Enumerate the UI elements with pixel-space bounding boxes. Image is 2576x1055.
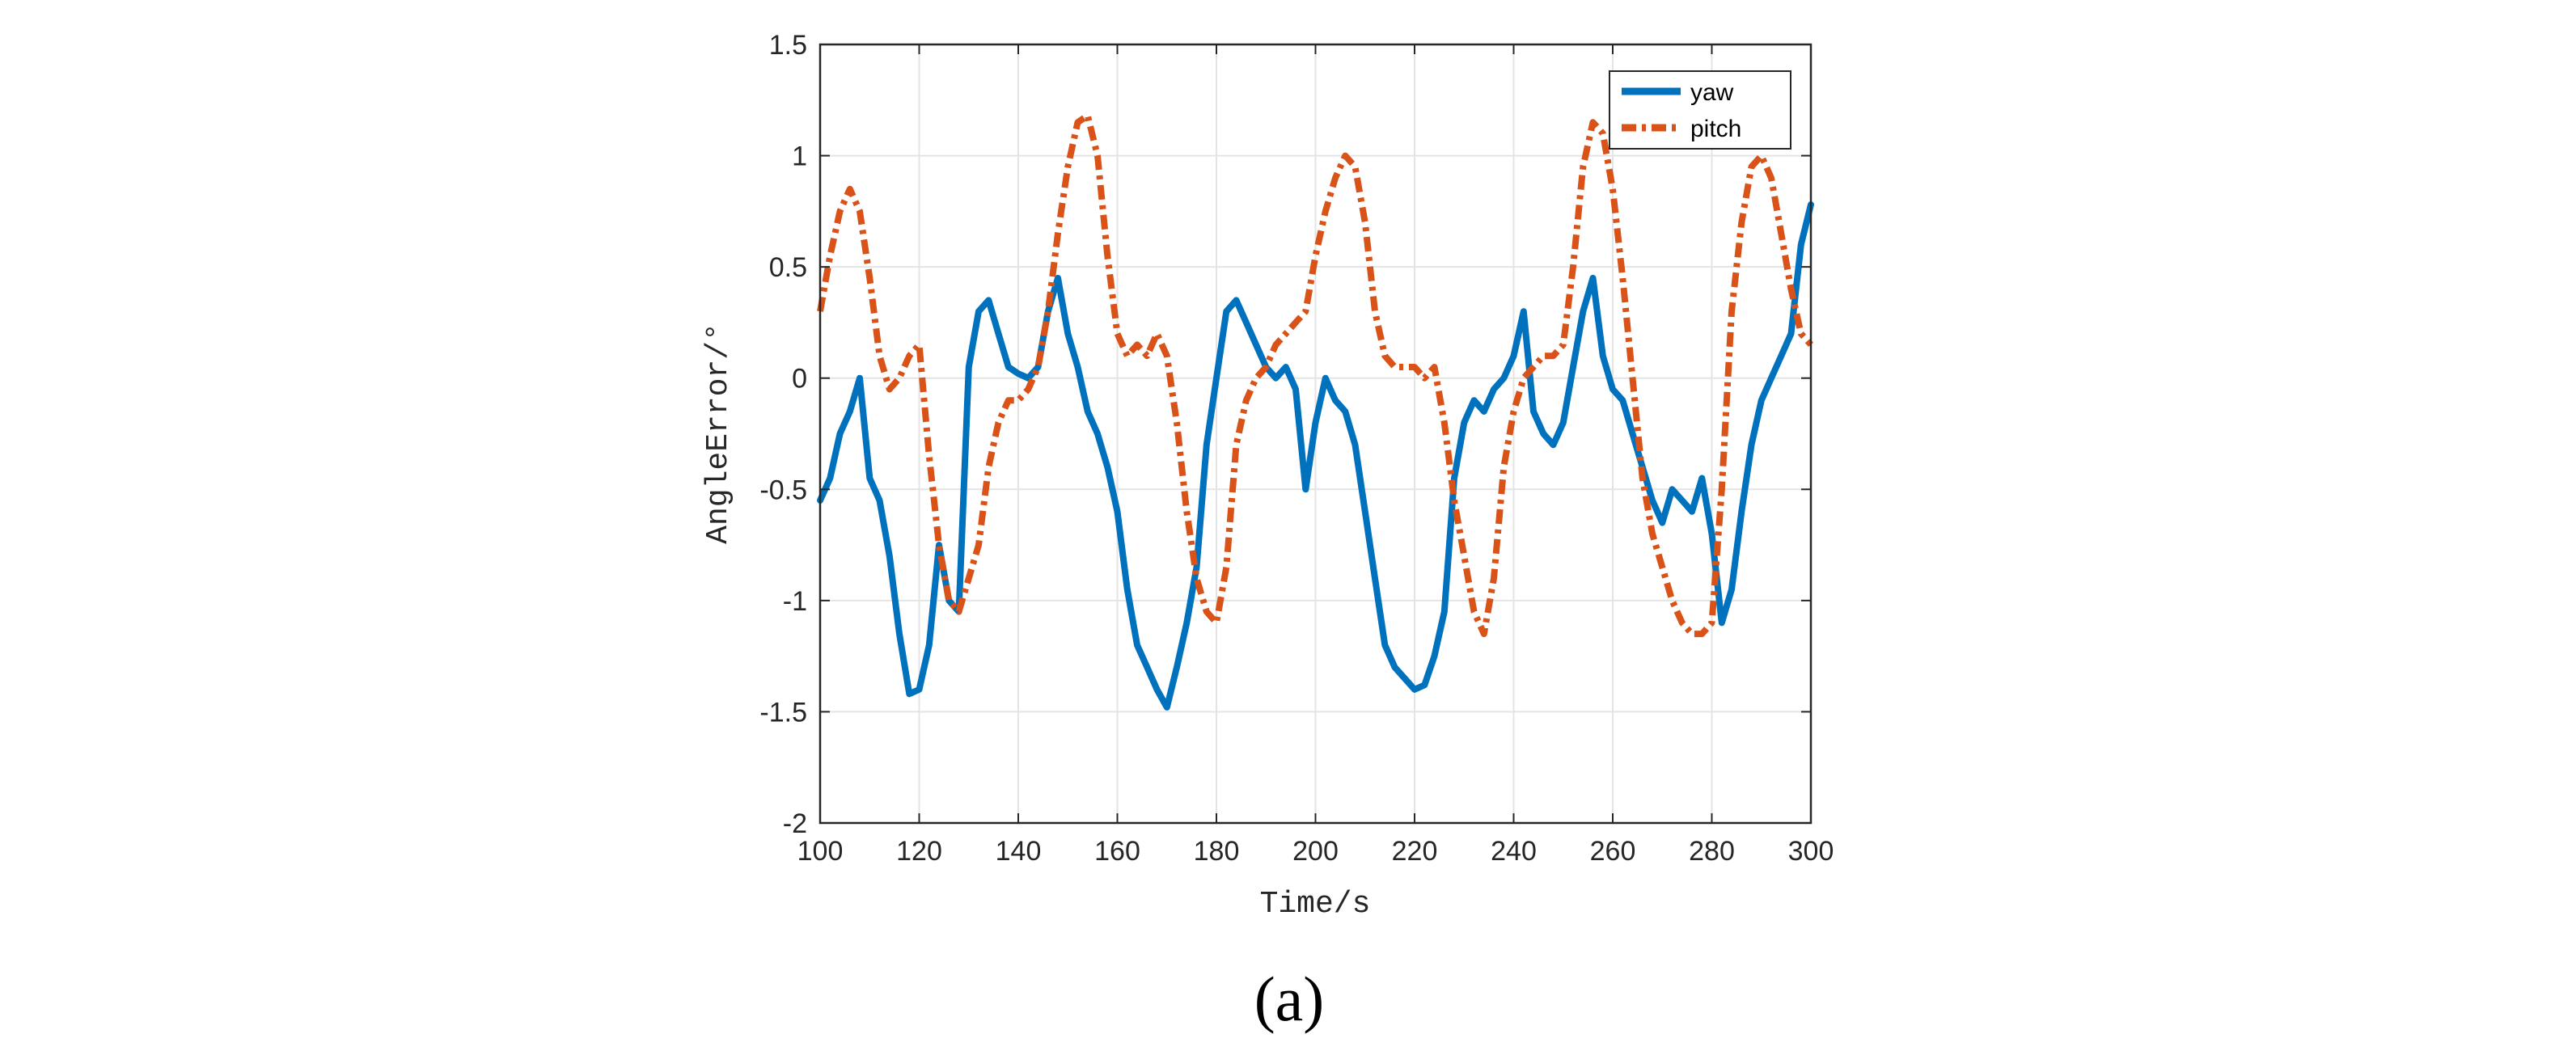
y-tick-label: -2 [783,808,807,839]
tick-labels: 100 120 140 160 180 200 220 240 260 280 300 -2 -1.5 -… [759,30,1834,867]
y-axis-label: AngleError/° [701,323,736,544]
legend-box [1609,70,1791,150]
legend: yaw pitch [1609,70,1791,150]
legend-label-yaw: yaw [1690,79,1734,106]
y-tick-label: -0.5 [759,475,807,505]
x-tick-label: 200 [1292,836,1339,867]
x-tick-label: 100 [797,836,844,867]
x-tick-label: 160 [1094,836,1140,867]
plot-area: 100 120 140 160 180 200 220 240 260 280 300 -2 -1.5 -… [759,30,1834,867]
x-tick-label: 260 [1590,836,1636,867]
y-tick-label: 0 [792,364,807,395]
x-tick-label: 300 [1788,836,1834,867]
legend-label-pitch: pitch [1690,116,1741,142]
x-tick-label: 180 [1194,836,1240,867]
y-tick-label: 1.5 [769,30,807,61]
series-layer [817,112,1814,711]
x-tick-label: 280 [1689,836,1735,867]
figure-caption: (a) [1254,964,1325,1034]
y-tick-label: -1.5 [759,697,807,728]
x-tick-label: 120 [896,836,942,867]
series-line-pitch [817,112,1813,638]
x-tick-label: 220 [1392,836,1438,867]
ticks [819,44,1812,824]
x-tick-label: 240 [1491,836,1537,867]
x-tick-label: 140 [996,836,1042,867]
y-tick-label: 1 [792,141,807,172]
y-tick-label: -1 [783,586,807,617]
x-axis-label: Time/s [1260,887,1371,922]
y-tick-label: 0.5 [769,252,807,283]
